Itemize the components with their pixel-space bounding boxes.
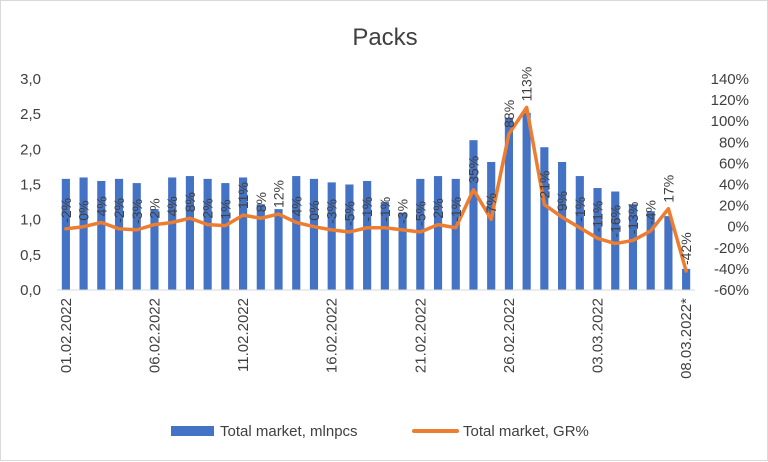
data-label: -13%: [625, 202, 641, 235]
y-right-tick-label: -20%: [714, 240, 749, 257]
bar: [540, 147, 548, 290]
y-right-tick-label: 80%: [719, 134, 749, 151]
data-label: 12%: [271, 180, 287, 208]
y-right-tick-label: 120%: [711, 92, 749, 109]
x-tick-label: 08.03.2022*: [678, 298, 695, 379]
bar: [434, 176, 442, 290]
x-tick-label: 03.03.2022: [590, 298, 607, 373]
bar: [416, 179, 424, 290]
bar: [328, 182, 336, 290]
bar: [664, 216, 672, 290]
line-series: [66, 107, 686, 271]
legend-bar-label: Total market, mlnpcs: [220, 423, 358, 440]
gr-line: [66, 107, 686, 271]
y-left-tick-label: 0,5: [20, 247, 41, 264]
bar: [115, 179, 123, 290]
bar: [292, 176, 300, 290]
data-label: 8%: [182, 192, 198, 212]
y-right-tick-label: 100%: [711, 113, 749, 130]
y-right-tick-label: 20%: [719, 198, 749, 215]
data-label: -2%: [111, 198, 127, 223]
data-label: -5%: [341, 201, 357, 226]
data-label: 4%: [164, 196, 180, 216]
bar: [150, 209, 158, 290]
data-label: -3%: [324, 199, 340, 224]
data-label: 17%: [660, 175, 676, 203]
bar: [80, 177, 88, 290]
data-label: 4%: [93, 196, 109, 216]
data-label: 2%: [200, 198, 216, 218]
data-label: -16%: [607, 205, 623, 238]
bar: [274, 209, 282, 290]
legend-line-label: Total market, GR%: [463, 423, 589, 440]
y-left-tick-label: 1,5: [20, 177, 41, 194]
data-label: -1%: [448, 197, 464, 222]
data-label: -1%: [377, 197, 393, 222]
data-label: 7%: [483, 193, 499, 213]
x-tick-label: 06.02.2022: [146, 298, 163, 373]
data-label: 4%: [288, 196, 304, 216]
bar: [452, 179, 460, 290]
bar: [487, 162, 495, 290]
x-tick-label: 01.02.2022: [58, 298, 75, 373]
bar: [62, 179, 70, 290]
y-left-tick-label: 1,0: [20, 212, 41, 229]
bar: [523, 113, 531, 290]
x-tick-label: 26.02.2022: [501, 298, 518, 373]
y-right-tick-label: 0%: [727, 219, 749, 236]
data-label: 0%: [76, 200, 92, 220]
data-label: 2%: [146, 198, 162, 218]
bar: [576, 176, 584, 290]
y-left-tick-label: 2,0: [20, 141, 41, 158]
x-tick-label: 21.02.2022: [412, 298, 429, 373]
y-left-tick-label: 0,0: [20, 282, 41, 299]
y-left-tick-label: 3,0: [20, 71, 41, 88]
data-label: 21%: [536, 171, 552, 199]
data-label: -3%: [395, 199, 411, 224]
data-label: -4%: [643, 200, 659, 225]
data-label: -1%: [359, 197, 375, 222]
y-right-tick-label: 140%: [711, 71, 749, 88]
data-label: 113%: [519, 67, 535, 102]
data-label: 11%: [235, 182, 251, 209]
data-label: 9%: [554, 191, 570, 211]
x-tick-label: 11.02.2022: [235, 298, 252, 372]
legend-bar-swatch: [171, 426, 214, 436]
data-label: -5%: [412, 201, 428, 226]
y-right-tick-label: 60%: [719, 155, 749, 172]
bar: [168, 177, 176, 290]
data-label: 35%: [465, 156, 481, 184]
data-label: -42%: [678, 232, 694, 265]
data-label: -3%: [129, 199, 145, 224]
y-left-tick-label: 2,5: [20, 106, 41, 123]
data-label: 2%: [430, 198, 446, 218]
data-label: 1%: [217, 199, 233, 219]
left-axis-ticks: 0,0 0,5 1,0 1,5 2,0 2,5 3,0: [20, 71, 41, 299]
y-right-tick-label: -60%: [714, 282, 749, 299]
x-tick-label: 16.02.2022: [324, 298, 341, 373]
data-label: 88%: [501, 100, 517, 128]
bar: [204, 179, 212, 290]
data-label: -11%: [590, 201, 606, 233]
x-axis: 01.02.2022 06.02.2022 11.02.2022 16.02.2022…: [57, 290, 695, 379]
bar: [345, 185, 353, 291]
legend: Total market, mlnpcs Total market, GR%: [171, 423, 589, 440]
data-label: -2%: [58, 198, 74, 223]
data-label: 0%: [306, 200, 322, 220]
bar: [221, 183, 229, 290]
bar: [310, 179, 318, 290]
y-right-tick-label: -40%: [714, 261, 749, 278]
right-axis-ticks: -60% -40% -20% 0% 20% 40% 60% 80% 100% 120% 140%: [711, 71, 749, 299]
data-label: 8%: [253, 192, 269, 212]
y-right-tick-label: 40%: [719, 177, 749, 194]
bar: [558, 162, 566, 290]
chart-title: Packs: [352, 24, 417, 51]
data-label: -1%: [572, 197, 588, 222]
